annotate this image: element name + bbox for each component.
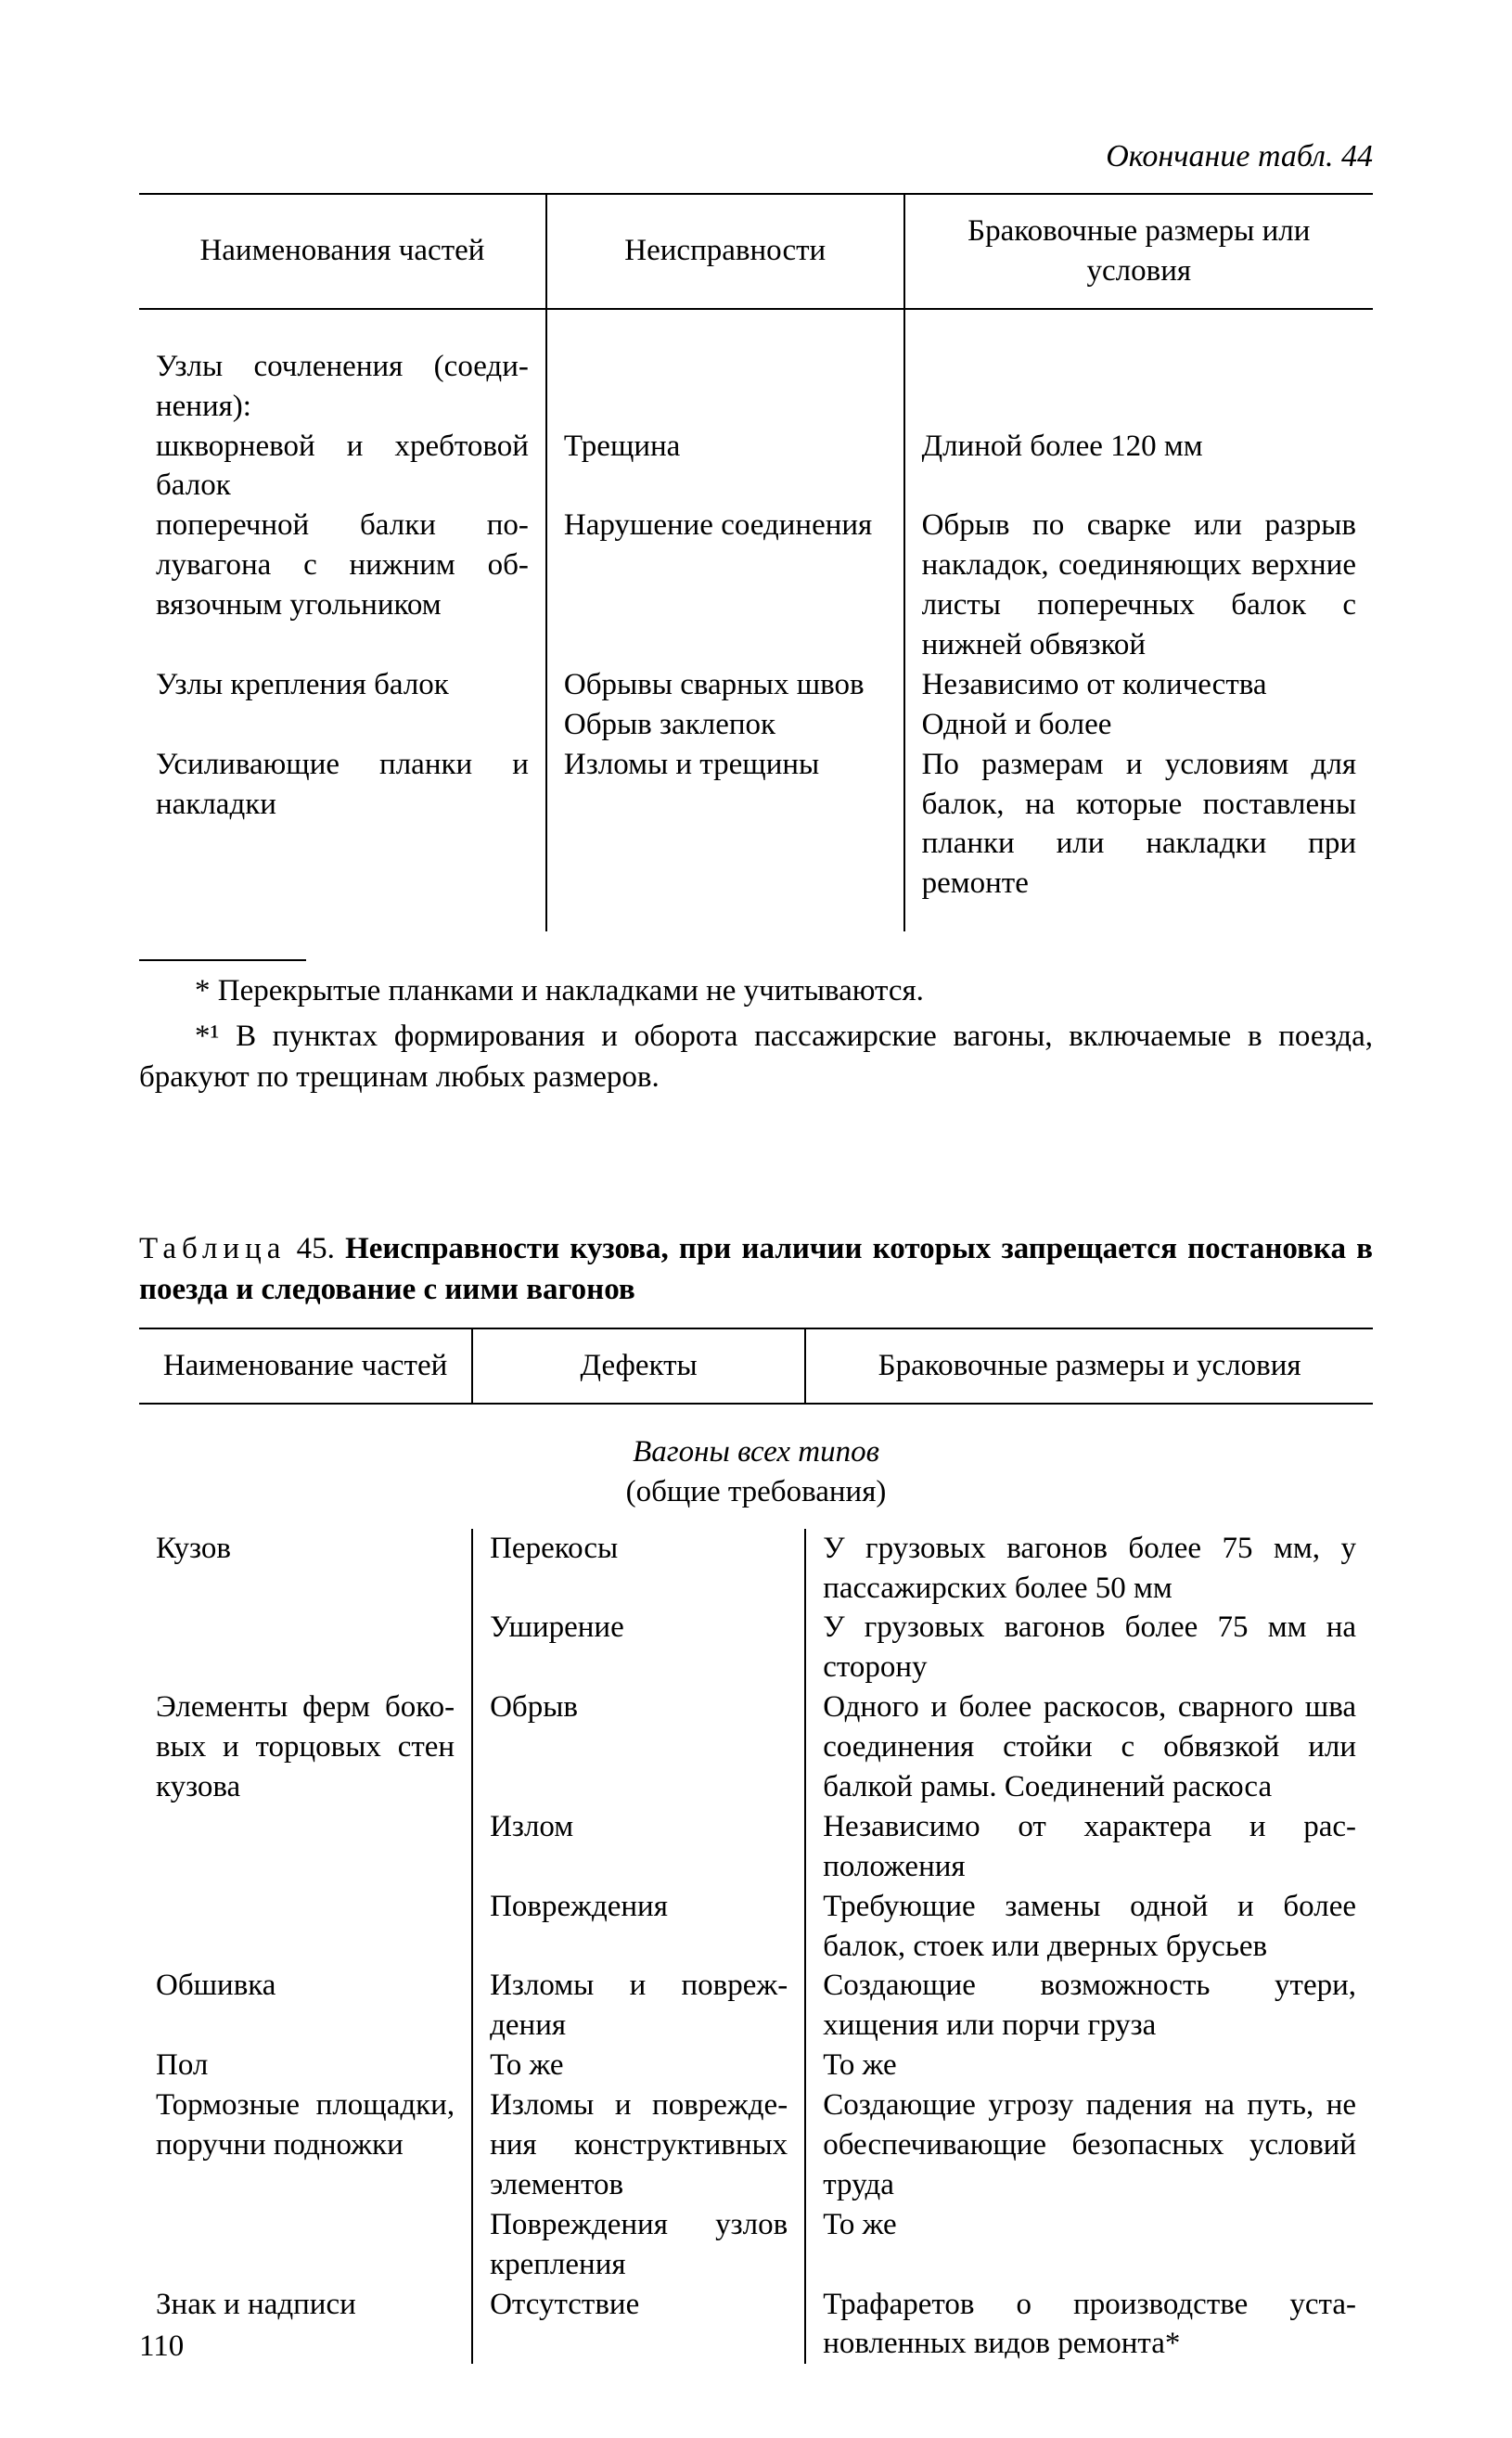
table-cell: Знак и надписи bbox=[139, 2285, 472, 2365]
table-cell: Трещина bbox=[546, 427, 904, 507]
footnote-rule bbox=[139, 959, 306, 961]
table-cell bbox=[139, 1887, 472, 1967]
table-cell: Перекосы bbox=[472, 1529, 805, 1609]
table-cell: Обрывы сварных швов bbox=[546, 665, 904, 705]
table-cell: То же bbox=[805, 2046, 1373, 2085]
table-cell: Обрыв заклепок bbox=[546, 705, 904, 745]
t44-header-1: Наименования частей bbox=[139, 194, 546, 309]
t45-header-3: Браковочные размеры и условия bbox=[805, 1328, 1373, 1404]
table-45-title: Таблица 45. Неисправности кузова, при иа… bbox=[139, 1228, 1373, 1311]
table-cell: Создающие возможность утери, хищения или… bbox=[805, 1966, 1373, 2046]
table-45: Наименование частей Дефекты Браковочные … bbox=[139, 1328, 1373, 2364]
table-cell bbox=[546, 309, 904, 427]
table-cell bbox=[139, 2205, 472, 2285]
table-cell: Одной и более bbox=[904, 705, 1373, 745]
table-cell bbox=[139, 705, 546, 745]
footnotes: * Перекрытые планками и накладками не уч… bbox=[139, 970, 1373, 1098]
table-cell: Повреждения узлов крепления bbox=[472, 2205, 805, 2285]
t45-header-1: Наименование частей bbox=[139, 1328, 472, 1404]
table-cell: Элементы ферм боко­вых и торцовых стен к… bbox=[139, 1687, 472, 1807]
t44-header-3: Браковочные размеры или условия bbox=[904, 194, 1373, 309]
t45-header-2: Дефекты bbox=[472, 1328, 805, 1404]
table-cell bbox=[139, 1608, 472, 1687]
table-cell: По размерам и условиям для балок, на кот… bbox=[904, 745, 1373, 932]
table-cell: У грузовых вагонов более 75 мм, у пассаж… bbox=[805, 1529, 1373, 1609]
table-cell bbox=[904, 309, 1373, 427]
table-cell: Тормозные площадки, поручни подножки bbox=[139, 2085, 472, 2205]
table-cell: Кузов bbox=[139, 1529, 472, 1609]
table-cell: Независимо от количества bbox=[904, 665, 1373, 705]
table-cell: Обрыв bbox=[472, 1687, 805, 1807]
table-cell: Изломы и поврежде­ния конструктивных эле… bbox=[472, 2085, 805, 2205]
table-cell: Повреждения bbox=[472, 1887, 805, 1967]
table-section-header: Вагоны всех типов(общие требования) bbox=[139, 1404, 1373, 1529]
table-cell: Пол bbox=[139, 2046, 472, 2085]
table-cell: Отсутствие bbox=[472, 2285, 805, 2365]
table-cell: Одного и более раскосов, сварного шва со… bbox=[805, 1687, 1373, 1807]
table-cell: Создающие угрозу падения на путь, не обе… bbox=[805, 2085, 1373, 2205]
footnote-1: * Перекрытые планками и накладками не уч… bbox=[139, 970, 1373, 1012]
table-45-title-word: Таблица bbox=[139, 1232, 286, 1265]
table-cell: Нарушение соединения bbox=[546, 506, 904, 665]
table-cell: У грузовых вагонов более 75 мм на сторон… bbox=[805, 1608, 1373, 1687]
table-cell: Узлы сочленения (соеди­нения): bbox=[139, 309, 546, 427]
table-cell: Уширение bbox=[472, 1608, 805, 1687]
table-cell: То же bbox=[805, 2205, 1373, 2285]
table-cell: Требующие замены одной и более балок, ст… bbox=[805, 1887, 1373, 1967]
table-cell: Излом bbox=[472, 1807, 805, 1887]
table-cell: шкворневой и хребто­вой балок bbox=[139, 427, 546, 507]
table-cell: Узлы крепления балок bbox=[139, 665, 546, 705]
table-cell: Длиной более 120 мм bbox=[904, 427, 1373, 507]
table-44: Наименования частей Неисправности Браков… bbox=[139, 193, 1373, 931]
page-number: 110 bbox=[139, 2329, 184, 2364]
table-cell: Обшивка bbox=[139, 1966, 472, 2046]
t44-header-2: Неисправности bbox=[546, 194, 904, 309]
table-cell: Трафаретов о производстве уста­новленных… bbox=[805, 2285, 1373, 2365]
footnote-2: *¹ В пунктах формирования и оборота пасс… bbox=[139, 1016, 1373, 1098]
table-continuation-label: Окончание табл. 44 bbox=[139, 139, 1373, 174]
table-cell: поперечной балки по­лувагона с нижним об… bbox=[139, 506, 546, 665]
table-cell: То же bbox=[472, 2046, 805, 2085]
table-45-title-number: 45. bbox=[297, 1232, 335, 1265]
table-cell bbox=[139, 1807, 472, 1887]
table-cell: Усиливающие планки и накладки bbox=[139, 745, 546, 932]
table-cell: Обрыв по сварке или разрыв накладок, сое… bbox=[904, 506, 1373, 665]
table-cell: Изломы и повреж­дения bbox=[472, 1966, 805, 2046]
table-cell: Независимо от характера и рас­положения bbox=[805, 1807, 1373, 1887]
table-cell: Изломы и трещины bbox=[546, 745, 904, 932]
